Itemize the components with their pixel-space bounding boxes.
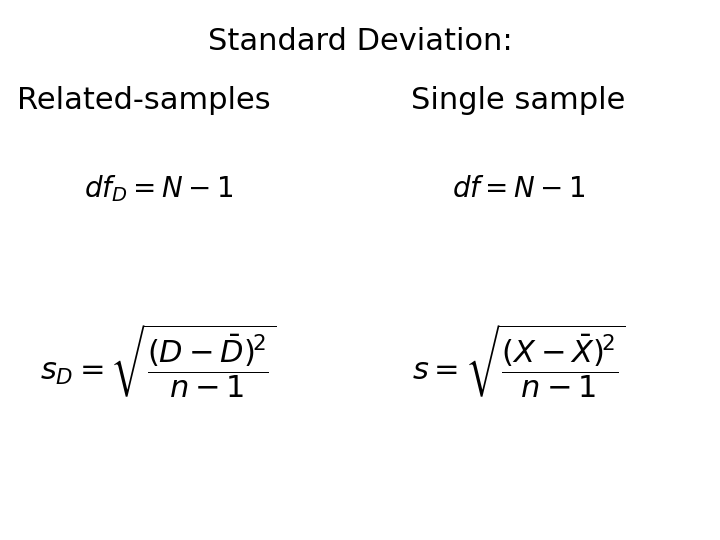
Text: Single sample: Single sample [411, 86, 626, 116]
Text: Related-samples: Related-samples [17, 86, 271, 116]
Text: $s = \sqrt{\dfrac{\left(X - \bar{X}\right)^{\!2}}{n-1}}$: $s = \sqrt{\dfrac{\left(X - \bar{X}\righ… [412, 323, 625, 401]
Text: $s_{D} = \sqrt{\dfrac{\left(D - \bar{D}\right)^{\!2}}{n-1}}$: $s_{D} = \sqrt{\dfrac{\left(D - \bar{D}\… [40, 323, 276, 401]
Text: $df_{D} = N-1$: $df_{D} = N-1$ [84, 173, 233, 205]
Text: $df = N-1$: $df = N-1$ [451, 175, 585, 203]
Text: Standard Deviation:: Standard Deviation: [207, 27, 513, 56]
